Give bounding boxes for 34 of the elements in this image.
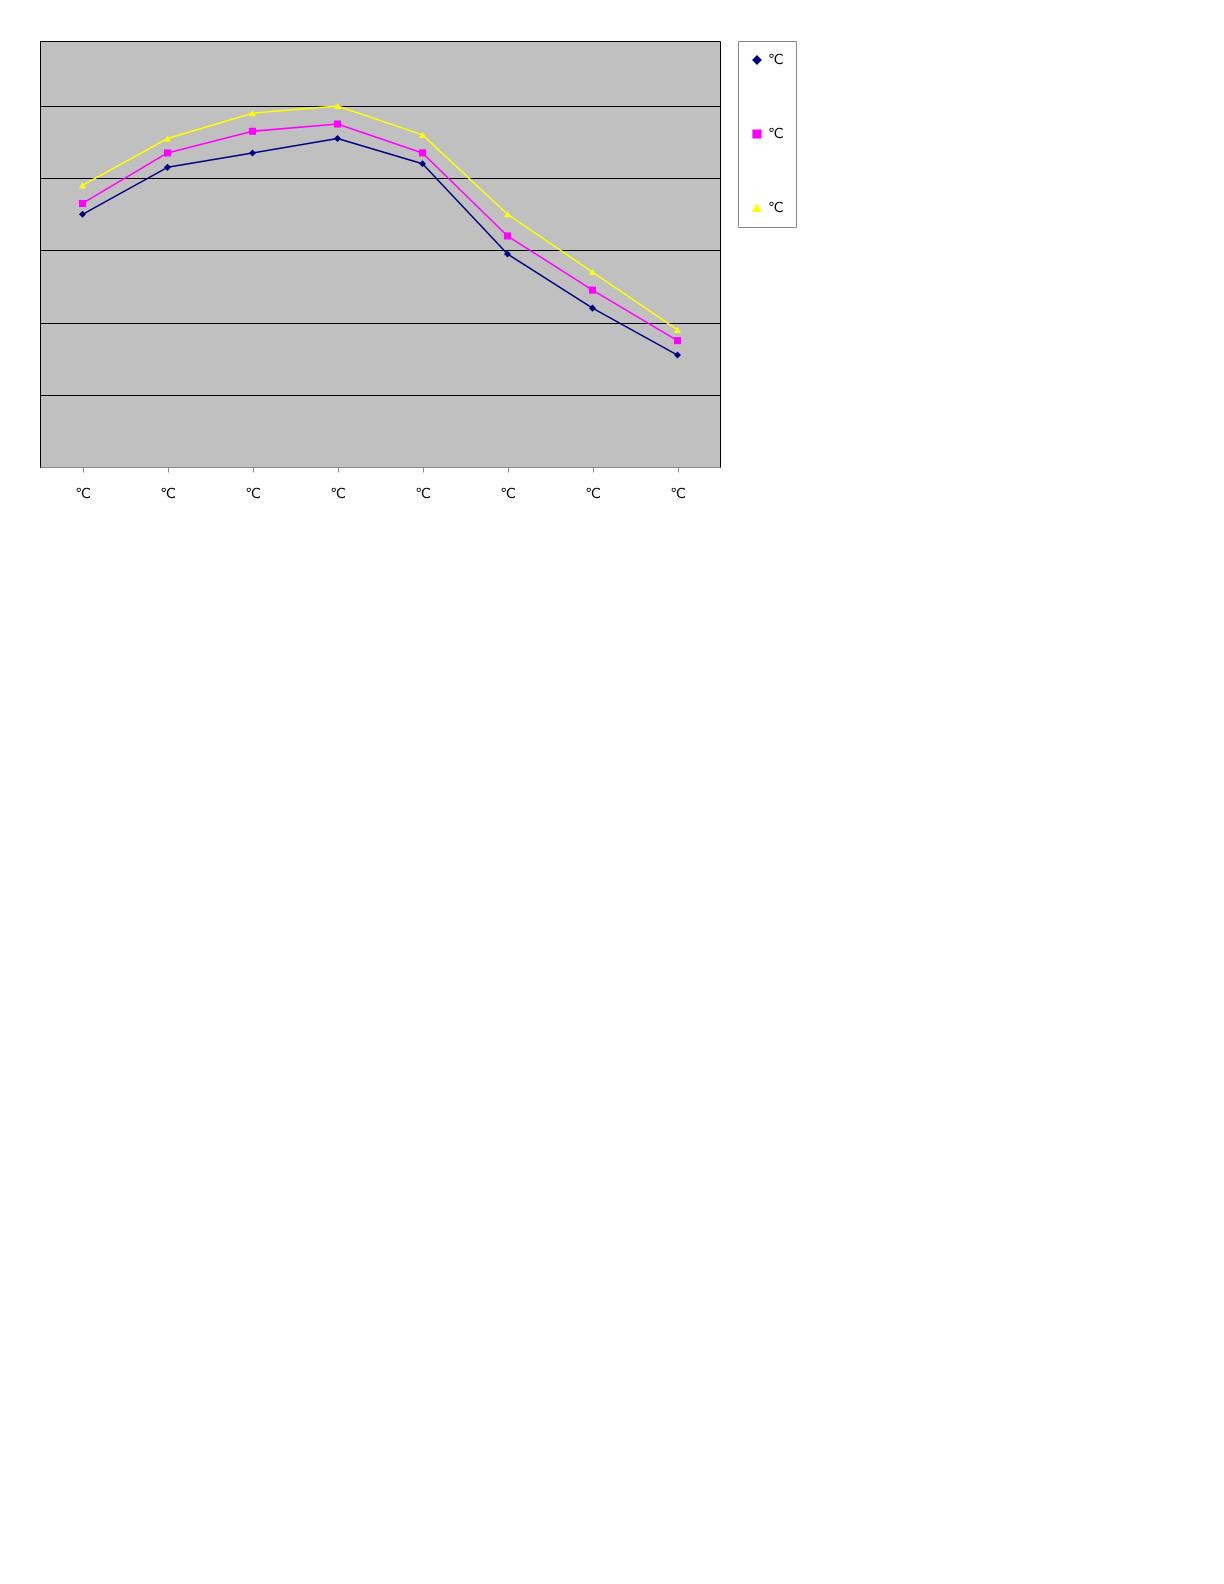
point [333,134,342,143]
point [333,120,342,128]
x-tick-label: ℃ [415,484,431,501]
x-tick-label: ℃ [75,484,91,501]
point [78,199,87,207]
point [418,131,427,138]
legend-label: ℃ [768,199,784,215]
point [588,286,597,294]
point [248,110,257,117]
point [418,149,427,157]
point [673,326,682,333]
point [163,135,172,142]
point [163,149,172,157]
x-tick-label: ℃ [160,484,176,501]
x-tick-label: ℃ [245,484,261,501]
x-tick-label: ℃ [500,484,516,501]
point [673,351,682,359]
x-tick-label: ℃ [330,484,346,501]
point [333,102,342,110]
point [673,337,682,345]
point [78,210,87,218]
point [503,250,512,258]
point [248,149,257,157]
legend-label: ℃ [768,51,784,67]
point [588,268,597,276]
point [588,304,597,312]
x-tick-label: ℃ [670,484,686,501]
x-tick-label: ℃ [585,484,601,501]
legend-label: ℃ [768,125,784,141]
point [248,127,257,135]
point [503,211,512,218]
point [503,232,512,240]
point [418,160,427,168]
point [163,163,172,171]
